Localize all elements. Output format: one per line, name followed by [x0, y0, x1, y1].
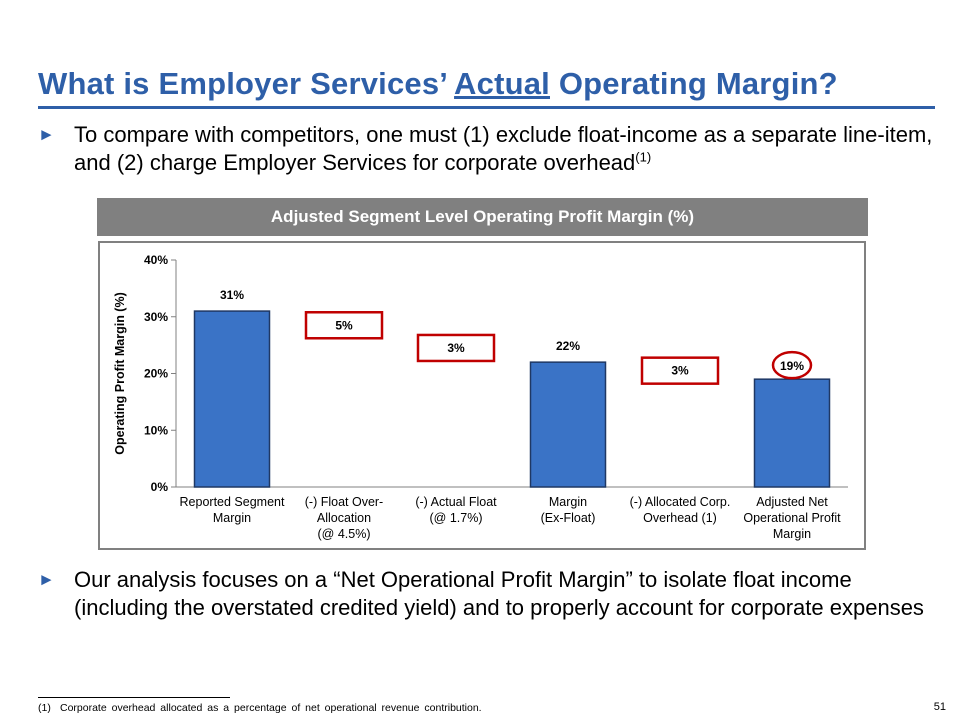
x-tick-label: (-) Float Over- [305, 495, 383, 509]
data-label: 19% [780, 359, 804, 373]
x-tick-label: (-) Actual Float [415, 495, 497, 509]
slide-title: What is Employer Services’ Actual Operat… [38, 66, 838, 102]
x-tick-label: (@ 4.5%) [318, 527, 371, 541]
bullet-2: ► Our analysis focuses on a “Net Operati… [38, 566, 928, 656]
data-label: 31% [220, 288, 244, 302]
chart-frame [98, 241, 866, 550]
deduction-box [304, 311, 384, 340]
x-tick-label: (-) Allocated Corp. [630, 495, 731, 509]
y-tick-label: 20% [144, 367, 168, 381]
x-tick-label: Margin [213, 511, 251, 525]
deduction-box [416, 333, 496, 363]
data-label: 22% [556, 339, 580, 353]
title-underlined-word: Actual [454, 66, 550, 101]
footnote-number: (1) [38, 702, 51, 714]
title-part-2: Operating Margin? [550, 66, 838, 101]
bullet-1-text: To compare with competitors, one must (1… [74, 121, 934, 177]
x-tick-label: (@ 1.7%) [430, 511, 483, 525]
title-part-1: What is Employer Services’ [38, 66, 455, 101]
y-tick-label: 10% [144, 423, 168, 437]
bullet-1-footnote-ref: (1) [635, 149, 652, 165]
y-axis-title: Operating Profit Margin (%) [113, 292, 127, 455]
footnote: (1) Corporate overhead allocated as a per… [38, 702, 482, 714]
bar-chart: 0% 10% 20% 30% 40% Operating Profit Margin (%… [113, 253, 848, 541]
highlight-circle [771, 350, 813, 380]
x-tick-label: Margin [549, 495, 587, 509]
data-label: 3% [671, 364, 689, 378]
bar [753, 378, 831, 488]
right-triangle-arrow-icon: ► [38, 125, 55, 144]
title-underline-rule [38, 106, 935, 109]
bullet-1-main-text: To compare with competitors, one must (1… [74, 122, 933, 175]
bar [193, 310, 271, 488]
x-tick-label: (Ex-Float) [541, 511, 596, 525]
footnote-text: Corporate overhead allocated as a percen… [60, 702, 482, 714]
data-label: 3% [447, 341, 465, 355]
y-tick-label: 0% [151, 480, 169, 494]
data-label: 5% [335, 318, 353, 332]
footnote-separator [38, 697, 230, 698]
x-tick-label: Operational Profit [743, 511, 841, 525]
x-tick-label: Adjusted Net [756, 495, 828, 509]
page-number: 51 [933, 701, 946, 713]
deduction-box [640, 356, 720, 385]
bullet-2-text: Our analysis focuses on a “Net Operation… [74, 567, 924, 620]
x-tick-label: Allocation [317, 511, 371, 525]
y-tick-label: 30% [144, 310, 168, 324]
chart-title: Adjusted Segment Level Operating Profit … [97, 198, 868, 236]
x-tick-label: Overhead (1) [643, 511, 717, 525]
y-tick-label: 40% [144, 253, 168, 267]
right-triangle-arrow-icon: ► [38, 570, 55, 589]
bar [529, 361, 607, 488]
bullet-1: ► To compare with competitors, one must … [38, 121, 932, 181]
x-tick-label: Margin [773, 527, 811, 541]
x-tick-label: Reported Segment [180, 495, 285, 509]
